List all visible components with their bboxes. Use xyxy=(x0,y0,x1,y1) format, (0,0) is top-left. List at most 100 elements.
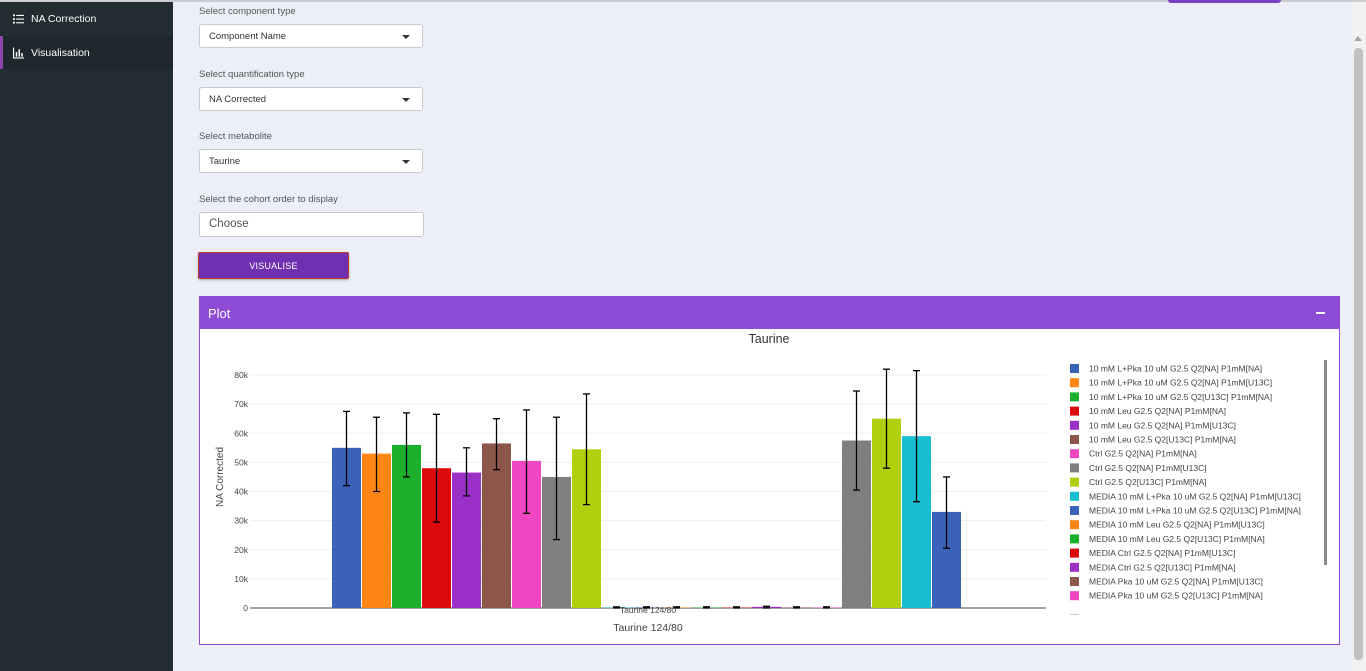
legend-item[interactable]: 10 mM Leu G2.5 Q2[NA] P1mM[NA] xyxy=(1070,406,1226,416)
caret-down-icon xyxy=(402,98,410,102)
sidebar-item-label: Visualisation xyxy=(31,46,90,59)
x-tick-label: Taurine 124/80 xyxy=(620,605,677,615)
legend-swatch xyxy=(1070,364,1079,373)
y-tick-label: 70k xyxy=(234,399,248,409)
y-tick-label: 40k xyxy=(234,487,248,497)
legend-swatch xyxy=(1070,463,1079,473)
legend-label: 10 mM L+Pka 10 uM G2.5 Q2[NA] P1mM[NA] xyxy=(1089,364,1262,374)
legend-swatch xyxy=(1070,534,1079,544)
sidebar-item-na-correction[interactable]: NA Correction xyxy=(0,2,173,35)
legend-swatch xyxy=(1070,420,1079,430)
y-tick-label: 80k xyxy=(234,370,248,380)
cohort-order-placeholder: Choose xyxy=(209,218,249,230)
x-axis-title: Taurine 124/80 xyxy=(613,622,683,634)
legend-item[interactable]: MEDIA Ctrl G2.5 Q2[U13C] P1mM[NA] xyxy=(1070,562,1235,572)
caret-down-icon xyxy=(402,35,410,39)
legend-clip xyxy=(1068,604,1323,614)
legend-item[interactable]: 10 mM Leu G2.5 Q2[NA] P1mM[U13C] xyxy=(1070,420,1236,430)
legend-item[interactable]: 10 mM L+Pka 10 uM G2.5 Q2[NA] P1mM[U13C] xyxy=(1070,378,1272,388)
legend-label: MEDIA 10 mM Leu G2.5 Q2[NA] P1mM[U13C] xyxy=(1089,520,1265,530)
bar[interactable] xyxy=(482,443,511,608)
y-tick-label: 50k xyxy=(234,457,248,467)
legend-label: 10 mM L+Pka 10 uM G2.5 Q2[U13C] P1mM[NA] xyxy=(1089,392,1272,402)
y-tick-label: 60k xyxy=(234,428,248,438)
legend-label: MEDIA Pka 10 uM G2.5 Q2[NA] P1mM[U13C] xyxy=(1089,577,1263,587)
component-type-label: Select component type xyxy=(199,6,296,17)
cohort-order-label: Select the cohort order to display xyxy=(199,194,338,205)
legend-label: Ctrl G2.5 Q2[NA] P1mM[U13C] xyxy=(1089,463,1207,473)
page-scrollbar-thumb[interactable] xyxy=(1354,48,1363,660)
legend-swatch xyxy=(1070,520,1079,530)
metabolite-label: Select metabolite xyxy=(199,131,272,142)
legend-swatch xyxy=(1070,477,1079,487)
scroll-up-icon[interactable] xyxy=(1354,36,1362,41)
plot-panel-title: Plot xyxy=(208,306,231,321)
legend-item[interactable]: MEDIA Ctrl G2.5 Q2[NA] P1mM[U13C] xyxy=(1070,548,1235,558)
quantification-type-label: Select quantification type xyxy=(199,69,305,80)
metabolite-select[interactable]: Taurine xyxy=(199,149,423,173)
sidebar-item-label: NA Correction xyxy=(31,12,97,25)
visualise-button[interactable]: VISUALISE xyxy=(198,252,349,279)
top-border xyxy=(0,0,1366,2)
quantification-type-select[interactable]: NA Corrected xyxy=(199,87,423,111)
legend-swatch xyxy=(1070,577,1079,586)
legend-label: MEDIA Pka 10 uM G2.5 Q2[U13C] P1mM[NA] xyxy=(1089,591,1263,601)
header-button-edge[interactable] xyxy=(1168,0,1281,3)
legend-item[interactable]: MEDIA 10 mM Leu G2.5 Q2[NA] P1mM[U13C] xyxy=(1070,520,1265,530)
legend-label: 10 mM Leu G2.5 Q2[U13C] P1mM[NA] xyxy=(1089,435,1236,445)
component-type-value: Component Name xyxy=(209,31,287,42)
legend-item[interactable]: MEDIA 10 mM L+Pka 10 uM G2.5 Q2[NA] P1mM… xyxy=(1070,491,1301,501)
minus-icon[interactable] xyxy=(1316,312,1325,314)
legend-item[interactable]: MEDIA Pka 10 uM G2.5 Q2[U13C] P1mM[NA] xyxy=(1070,591,1263,601)
y-axis-title: NA Corrected xyxy=(215,447,226,507)
legend-swatch xyxy=(1070,378,1079,388)
caret-down-icon xyxy=(402,160,410,164)
chart-legend: 10 mM L+Pka 10 uM G2.5 Q2[NA] P1mM[NA] 10… xyxy=(1068,364,1323,615)
y-tick-label: 20k xyxy=(234,545,248,555)
legend-item[interactable]: MEDIA Pka 10 uM G2.5 Q2[NA] P1mM[U13C] xyxy=(1070,577,1263,587)
sidebar: NA Correction Visualisation xyxy=(0,2,173,671)
chart-title: Taurine xyxy=(749,332,790,346)
legend-item[interactable]: Ctrl G2.5 Q2[NA] P1mM[NA] xyxy=(1070,449,1197,459)
legend-item[interactable]: 10 mM Leu G2.5 Q2[U13C] P1mM[NA] xyxy=(1070,435,1236,445)
legend-swatch xyxy=(1070,506,1079,515)
legend-label: 10 mM Leu G2.5 Q2[NA] P1mM[U13C] xyxy=(1089,420,1236,430)
legend-label: Ctrl G2.5 Q2[U13C] P1mM[NA] xyxy=(1089,477,1207,487)
legend-label: MEDIA Ctrl G2.5 Q2[NA] P1mM[U13C] xyxy=(1089,548,1235,558)
legend-label: 10 mM Leu G2.5 Q2[NA] P1mM[NA] xyxy=(1089,406,1226,416)
cohort-order-input[interactable]: Choose xyxy=(199,212,424,237)
metabolite-value: Taurine xyxy=(209,156,241,167)
legend-label: MEDIA 10 mM L+Pka 10 uM G2.5 Q2[U13C] P1… xyxy=(1089,506,1301,516)
legend-swatch xyxy=(1070,562,1079,572)
quantification-type-value: NA Corrected xyxy=(209,94,267,105)
legend-swatch xyxy=(1070,491,1079,501)
legend-swatch xyxy=(1070,548,1079,558)
legend-swatch xyxy=(1070,392,1079,402)
legend-label: 10 mM L+Pka 10 uM G2.5 Q2[NA] P1mM[U13C] xyxy=(1089,378,1272,388)
legend-label: MEDIA 10 mM Leu G2.5 Q2[U13C] P1mM[NA] xyxy=(1089,534,1265,544)
legend-label: MEDIA 10 mM L+Pka 10 uM G2.5 Q2[NA] P1mM… xyxy=(1089,491,1301,501)
legend-swatch xyxy=(1070,449,1079,459)
legend-item[interactable]: MEDIA 10 mM L+Pka 10 uM G2.5 Q2[U13C] P1… xyxy=(1070,506,1301,516)
legend-swatch xyxy=(1070,406,1079,416)
component-type-select[interactable]: Component Name xyxy=(199,24,423,48)
plot-panel: Plot Taurine 0 10k 20k 30k 40k 50k 60k 70k 80k T… xyxy=(199,296,1340,645)
legend-swatch xyxy=(1070,435,1079,444)
plot-panel-header: Plot xyxy=(200,297,1339,329)
legend-label: Ctrl G2.5 Q2[NA] P1mM[NA] xyxy=(1089,449,1197,459)
sidebar-item-visualisation[interactable]: Visualisation xyxy=(0,36,173,69)
list-icon xyxy=(13,13,24,24)
legend-item[interactable]: 10 mM L+Pka 10 uM G2.5 Q2[NA] P1mM[NA] xyxy=(1070,364,1262,374)
bar-chart: Taurine 0 10k 20k 30k 40k 50k 60k 70k 80k Taurin… xyxy=(215,332,1327,634)
y-tick-label: 30k xyxy=(234,516,248,526)
y-tick-label: 0 xyxy=(243,603,248,613)
legend-item[interactable]: Ctrl G2.5 Q2[NA] P1mM[U13C] xyxy=(1070,463,1207,473)
legend-label: MEDIA Ctrl G2.5 Q2[U13C] P1mM[NA] xyxy=(1089,562,1235,572)
bar-chart-icon xyxy=(13,47,24,58)
legend-scrollbar[interactable] xyxy=(1324,360,1327,565)
legend-item[interactable]: 10 mM L+Pka 10 uM G2.5 Q2[U13C] P1mM[NA] xyxy=(1070,392,1272,402)
legend-item[interactable]: MEDIA 10 mM Leu G2.5 Q2[U13C] P1mM[NA] xyxy=(1070,534,1265,544)
y-tick-label: 10k xyxy=(234,574,248,584)
legend-item[interactable]: Ctrl G2.5 Q2[U13C] P1mM[NA] xyxy=(1070,477,1207,487)
legend-swatch xyxy=(1070,591,1079,601)
